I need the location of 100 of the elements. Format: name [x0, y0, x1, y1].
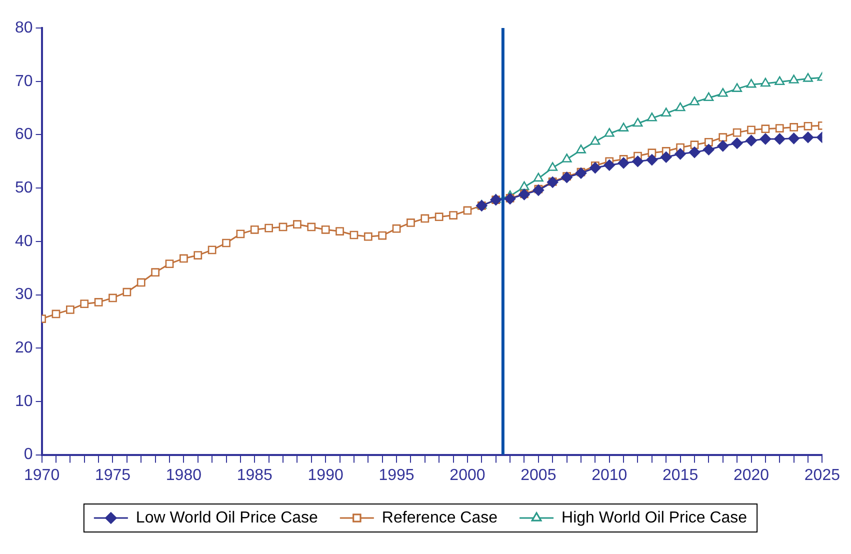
point — [208, 246, 216, 254]
y-tick-label: 20 — [15, 340, 33, 357]
x-tick-label: 2025 — [804, 466, 840, 484]
point — [576, 144, 586, 154]
point — [618, 157, 630, 169]
point — [165, 260, 174, 268]
point — [675, 102, 686, 112]
point — [532, 184, 544, 196]
x-tick-label: 1990 — [308, 466, 344, 484]
point — [688, 146, 700, 158]
point — [122, 288, 132, 296]
point — [136, 278, 146, 287]
y-tick-label: 50 — [15, 179, 33, 196]
point — [718, 133, 728, 142]
point — [336, 227, 344, 236]
point — [747, 126, 756, 134]
y-tick-label: 60 — [15, 126, 33, 144]
point — [449, 211, 458, 220]
point — [803, 73, 813, 82]
point — [646, 112, 657, 122]
point — [604, 128, 614, 137]
point — [774, 133, 786, 145]
point — [632, 156, 644, 168]
point — [561, 172, 572, 184]
x-tick-label: 1975 — [94, 466, 131, 484]
point — [194, 251, 202, 260]
x-tick-label: 1980 — [166, 466, 202, 484]
point — [519, 181, 530, 190]
point — [618, 122, 629, 132]
point — [761, 124, 770, 134]
point — [746, 78, 756, 88]
point — [52, 310, 60, 318]
point — [704, 138, 713, 146]
point — [378, 231, 387, 240]
point — [674, 148, 686, 160]
point — [746, 134, 757, 146]
point — [804, 122, 812, 130]
point — [788, 132, 800, 144]
point — [802, 132, 814, 144]
point — [718, 88, 728, 97]
point — [690, 96, 700, 106]
point — [434, 212, 444, 222]
point — [703, 144, 714, 156]
point — [222, 238, 230, 248]
point — [575, 167, 587, 179]
point — [548, 162, 558, 171]
point — [590, 162, 601, 174]
point — [406, 218, 415, 227]
point — [790, 123, 798, 132]
point — [108, 294, 117, 302]
point — [94, 298, 103, 306]
point — [760, 78, 770, 87]
point — [321, 225, 330, 234]
x-tick-label: 2005 — [520, 466, 556, 484]
x-tick-label: 1995 — [378, 466, 414, 484]
point — [704, 92, 714, 102]
point — [590, 136, 600, 145]
y-tick-label: 10 — [15, 392, 33, 410]
point — [717, 140, 729, 152]
point — [278, 222, 288, 232]
point — [250, 225, 259, 234]
point — [420, 214, 430, 223]
point — [533, 172, 544, 182]
point — [151, 268, 160, 277]
point — [293, 220, 302, 229]
point — [364, 232, 372, 241]
point — [463, 206, 472, 215]
point — [660, 151, 672, 163]
point — [632, 118, 643, 127]
legend-label: Reference Case — [382, 509, 498, 526]
point — [236, 230, 245, 238]
x-tick-label: 1970 — [24, 466, 60, 484]
y-tick-label: 30 — [15, 286, 33, 304]
y-tick-label: 70 — [15, 72, 33, 90]
point — [264, 224, 274, 232]
x-tick-label: 2000 — [450, 466, 486, 484]
point — [66, 306, 74, 314]
point — [180, 254, 188, 263]
point — [731, 138, 743, 149]
x-tick-label: 1985 — [236, 466, 273, 484]
point — [760, 133, 772, 145]
x-tick-label: 2015 — [662, 466, 698, 484]
point — [774, 76, 785, 86]
legend-label: High World Oil Price Case — [562, 509, 748, 526]
point — [350, 230, 358, 240]
point — [788, 74, 799, 84]
point — [732, 128, 742, 137]
legend-label: Low World Oil Price Case — [136, 509, 318, 526]
x-tick-label: 2010 — [592, 466, 628, 484]
x-tick-label: 2020 — [733, 466, 770, 484]
y-tick-label: 0 — [24, 446, 33, 464]
point — [80, 300, 89, 308]
point — [562, 154, 572, 162]
point — [307, 222, 316, 232]
y-tick-label: 80 — [15, 19, 33, 36]
y-tick-label: 40 — [15, 232, 33, 250]
point — [661, 108, 672, 117]
point — [604, 159, 616, 171]
point — [392, 224, 401, 233]
point — [732, 83, 742, 92]
